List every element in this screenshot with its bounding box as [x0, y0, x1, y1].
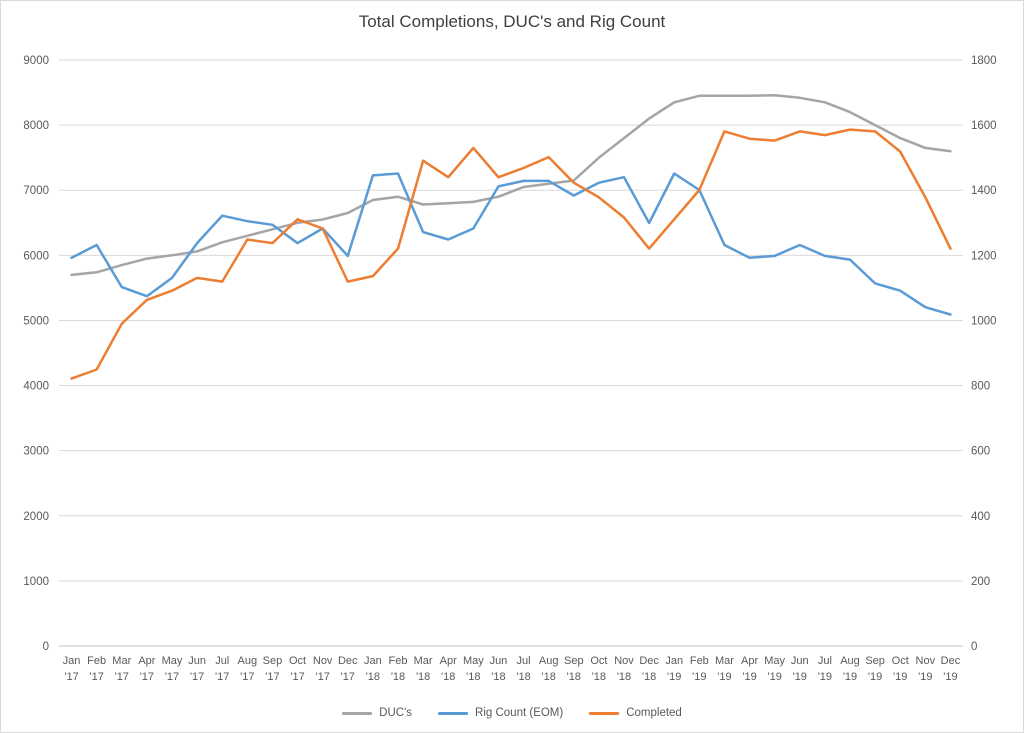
x-axis-label: Jun '17	[188, 655, 206, 683]
x-axis-label: Nov '18	[614, 655, 634, 683]
x-axis-label: Oct '19	[892, 655, 909, 683]
x-axis-label: Mar '17	[112, 655, 131, 683]
legend: DUC's Rig Count (EOM) Completed	[1, 707, 1023, 719]
x-axis-label: Feb '17	[87, 655, 106, 683]
x-axis-label: Dec '17	[338, 655, 358, 683]
x-axis-label: May '18	[463, 655, 484, 683]
legend-item-completed: Completed	[589, 707, 682, 719]
series-line-rig-count-eom	[70, 172, 952, 316]
x-axis-label: Jul '18	[516, 655, 530, 683]
x-axis-label: Oct '18	[590, 655, 607, 683]
x-axis-label: Sep '17	[263, 655, 283, 683]
left-axis-tick-label: 1000	[23, 576, 49, 588]
right-axis-tick-label: 1000	[971, 315, 997, 327]
x-axis-label: Jul '17	[215, 655, 229, 683]
left-axis-tick-label: 8000	[23, 120, 49, 132]
left-axis-tick-label: 4000	[23, 381, 49, 393]
x-axis-label: Jun '18	[490, 655, 508, 683]
series-line-completed	[70, 128, 952, 380]
x-axis-label: Feb '18	[389, 655, 408, 683]
right-axis-tick-label: 200	[971, 576, 990, 588]
x-axis-label: Dec '18	[639, 655, 659, 683]
left-axis-tick-label: 9000	[23, 55, 49, 67]
x-axis-label: Dec '19	[941, 655, 961, 683]
x-axis-label: Nov '19	[916, 655, 936, 683]
legend-label-completed: Completed	[626, 707, 682, 719]
x-axis-label: Apr '17	[138, 655, 155, 683]
left-axis-tick-label: 0	[43, 641, 49, 653]
legend-swatch-ducs	[342, 711, 373, 715]
x-axis-label: Feb '19	[690, 655, 709, 683]
x-axis-label: May '17	[162, 655, 183, 683]
right-axis-tick-label: 400	[971, 511, 990, 523]
x-axis-label: Mar '18	[414, 655, 433, 683]
right-axis-tick-label: 1800	[971, 55, 997, 67]
left-axis-tick-label: 7000	[23, 185, 49, 197]
chart-title: Total Completions, DUC's and Rig Count	[358, 12, 666, 31]
legend-item-ducs: DUC's	[342, 707, 412, 719]
right-axis-tick-label: 0	[971, 641, 977, 653]
x-axis-label: Sep '18	[564, 655, 584, 683]
left-axis-tick-label: 6000	[23, 250, 49, 262]
legend-swatch-completed	[589, 711, 620, 715]
legend-label-ducs: DUC's	[379, 707, 413, 719]
series-line-duc-s	[70, 93, 952, 277]
right-axis-tick-label: 1400	[971, 185, 997, 197]
legend-swatch-rig-count	[438, 711, 469, 715]
x-axis-label: May '19	[764, 655, 785, 683]
x-axis-label: Aug '17	[238, 655, 258, 683]
x-axis-label: Mar '19	[715, 655, 734, 683]
left-axis-tick-label: 5000	[23, 315, 49, 327]
legend-label-rig-count: Rig Count (EOM)	[475, 707, 564, 719]
x-axis-label: Aug '18	[539, 655, 559, 683]
x-axis-label: Jan '19	[665, 655, 683, 683]
x-axis-label: Jul '19	[818, 655, 832, 683]
x-axis-label: Jun '19	[791, 655, 809, 683]
x-axis-label: Apr '18	[440, 655, 457, 683]
x-axis-label: Jan '18	[364, 655, 382, 683]
x-axis-label: Aug '19	[840, 655, 860, 683]
x-axis-label: Apr '19	[741, 655, 758, 683]
right-axis-tick-label: 1200	[971, 250, 997, 262]
right-axis-tick-label: 600	[971, 446, 990, 458]
x-axis-label: Sep '19	[865, 655, 885, 683]
right-axis-tick-label: 1600	[971, 120, 997, 132]
x-axis-label: Oct '17	[289, 655, 306, 683]
x-axis-label: Jan '17	[63, 655, 81, 683]
legend-item-rig-count: Rig Count (EOM)	[438, 707, 563, 719]
x-axis-label: Nov '17	[313, 655, 333, 683]
left-axis-tick-label: 3000	[23, 446, 49, 458]
right-axis-tick-label: 800	[971, 381, 990, 393]
left-axis-tick-label: 2000	[23, 511, 49, 523]
